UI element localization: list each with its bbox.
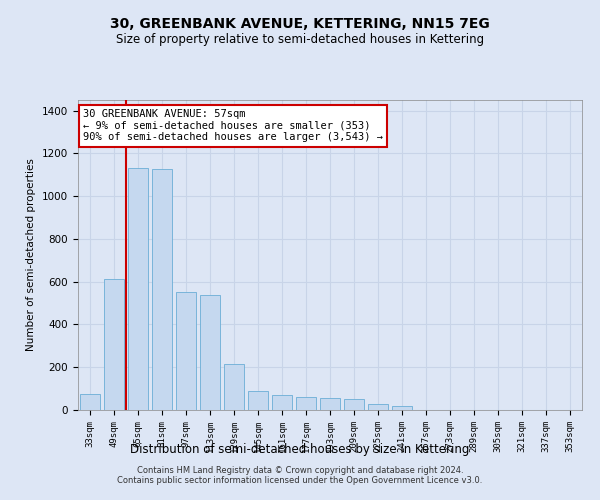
Bar <box>104 278 124 410</box>
Bar <box>272 394 292 410</box>
Bar <box>392 406 412 410</box>
Bar <box>200 294 220 410</box>
Text: Size of property relative to semi-detached houses in Kettering: Size of property relative to semi-detach… <box>116 32 484 46</box>
Bar <box>128 168 148 410</box>
Bar <box>368 404 388 410</box>
Text: 30 GREENBANK AVENUE: 57sqm
← 9% of semi-detached houses are smaller (353)
90% of: 30 GREENBANK AVENUE: 57sqm ← 9% of semi-… <box>83 110 383 142</box>
Bar <box>296 396 316 410</box>
Text: 30, GREENBANK AVENUE, KETTERING, NN15 7EG: 30, GREENBANK AVENUE, KETTERING, NN15 7E… <box>110 18 490 32</box>
Text: Contains HM Land Registry data © Crown copyright and database right 2024.
Contai: Contains HM Land Registry data © Crown c… <box>118 466 482 485</box>
Bar <box>176 292 196 410</box>
Bar <box>320 398 340 410</box>
Bar <box>224 364 244 410</box>
Bar <box>152 170 172 410</box>
Bar <box>80 394 100 410</box>
Text: Distribution of semi-detached houses by size in Kettering: Distribution of semi-detached houses by … <box>130 442 470 456</box>
Y-axis label: Number of semi-detached properties: Number of semi-detached properties <box>26 158 37 352</box>
Bar <box>248 391 268 410</box>
Bar <box>344 400 364 410</box>
